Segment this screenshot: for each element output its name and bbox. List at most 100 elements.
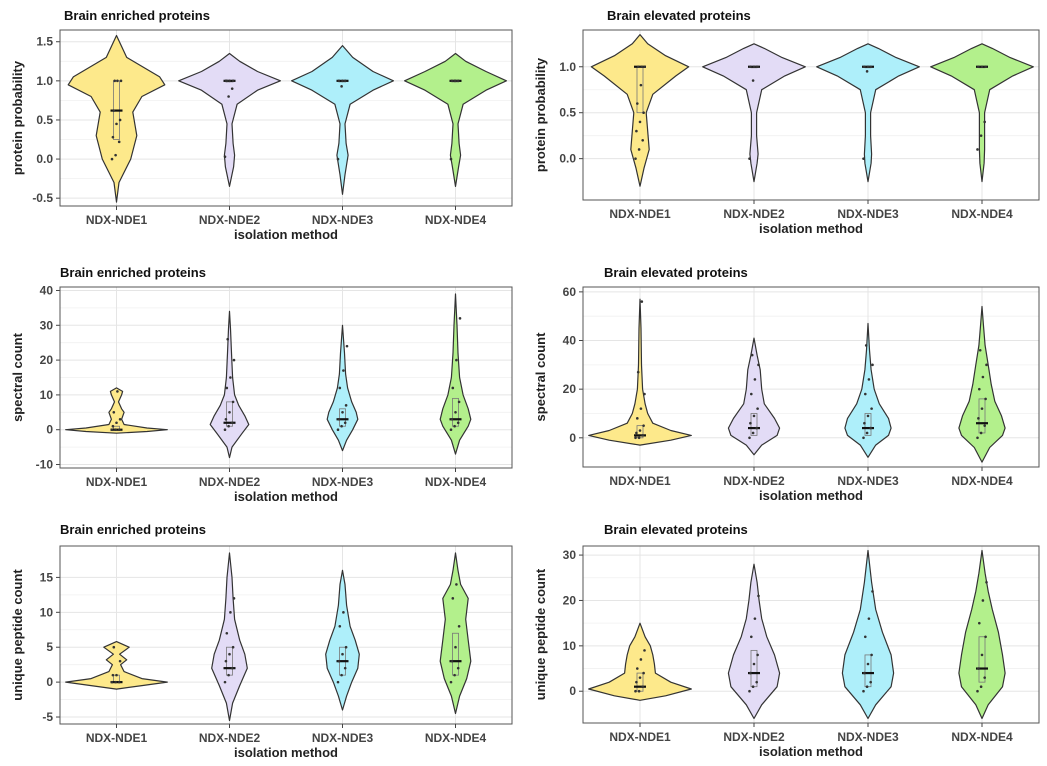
y-tick-label: -10 — [36, 458, 54, 472]
plot-border — [59, 545, 513, 725]
data-point — [345, 344, 349, 348]
data-point — [871, 363, 874, 367]
data-point — [336, 157, 340, 161]
violin-ndx-nde4 — [439, 293, 472, 455]
data-point — [863, 421, 866, 425]
data-point — [749, 671, 752, 675]
data-point — [456, 79, 460, 83]
data-point — [114, 680, 117, 684]
data-point — [643, 65, 646, 69]
y-axis-title: protein probability — [533, 57, 548, 172]
data-point — [117, 140, 121, 144]
data-point — [112, 411, 116, 414]
plot-border — [59, 29, 513, 207]
data-point — [748, 689, 751, 693]
data-point — [755, 426, 758, 430]
data-point — [862, 157, 865, 160]
x-tick-label: NDX-NDE3 — [837, 474, 899, 488]
y-tick-label: 15 — [40, 570, 54, 584]
data-point — [115, 122, 118, 126]
data-point — [230, 666, 234, 670]
data-point — [115, 673, 118, 677]
data-point — [342, 611, 345, 614]
data-point — [340, 424, 343, 428]
violin-ndx-nde4 — [958, 549, 1006, 720]
data-point — [755, 680, 758, 684]
x-tick-label: NDX-NDE3 — [312, 731, 374, 745]
data-point — [115, 421, 118, 425]
data-point — [117, 428, 121, 432]
data-point — [750, 353, 754, 357]
y-tick-label: 0.0 — [36, 152, 53, 166]
data-point — [642, 671, 645, 675]
data-point — [450, 659, 454, 663]
data-point — [753, 378, 757, 381]
data-point — [117, 680, 121, 684]
data-point — [977, 667, 980, 670]
data-point — [223, 155, 227, 159]
y-tick-label: 20 — [563, 593, 577, 607]
y-axis-title: protein probability — [10, 60, 25, 175]
y-axis-title: spectral count — [533, 332, 548, 422]
data-point — [757, 363, 760, 367]
y-tick-label: 1.0 — [36, 74, 53, 88]
data-point — [232, 597, 236, 600]
chart-title: Brain elevated proteins — [604, 265, 748, 280]
data-point — [344, 404, 348, 407]
y-axis-title: spectral count — [10, 332, 25, 422]
data-point — [344, 645, 348, 649]
data-point — [230, 87, 234, 90]
y-tick-label: 40 — [40, 283, 54, 297]
x-tick-label: NDX-NDE2 — [723, 730, 785, 744]
x-tick-label: NDX-NDE2 — [199, 475, 261, 489]
y-tick-label: 0.0 — [559, 152, 576, 166]
data-point — [976, 148, 979, 151]
chart-panel-4: Brain elevated proteins 0 20 40 60 NDX-NDE1 ND… — [533, 265, 1040, 503]
data-point — [231, 645, 235, 649]
data-point — [978, 621, 981, 625]
data-point — [869, 426, 872, 430]
data-point — [457, 400, 461, 404]
x-axis-title: isolation method — [759, 488, 863, 503]
data-point — [228, 79, 231, 83]
y-tick-label: -5 — [42, 710, 53, 724]
data-point — [228, 411, 231, 414]
x-tick-label: NDX-NDE4 — [425, 475, 487, 489]
x-tick-label: NDX-NDE1 — [609, 207, 671, 221]
violin-ndx-nde2 — [178, 52, 281, 187]
data-point — [977, 417, 980, 420]
violin-ndx-nde3 — [291, 45, 394, 195]
x-tick-label: NDX-NDE2 — [723, 207, 785, 221]
data-point — [449, 428, 453, 432]
violin-ndx-nde1 — [65, 641, 168, 690]
y-tick-label: 30 — [563, 548, 577, 562]
data-point — [453, 673, 456, 677]
plot-border — [582, 29, 1040, 201]
data-point — [865, 685, 869, 688]
data-point — [866, 65, 870, 69]
violin-ndx-nde2 — [211, 552, 248, 722]
data-point — [449, 680, 453, 684]
y-tick-label: 20 — [563, 382, 577, 396]
data-point — [640, 300, 644, 303]
data-point — [753, 617, 757, 620]
violin-ndx-nde4 — [958, 305, 1006, 463]
data-point — [337, 659, 341, 663]
data-point — [116, 79, 119, 83]
data-point — [223, 428, 227, 432]
x-tick-label: NDX-NDE1 — [86, 731, 148, 745]
chart-title: Brain enriched proteins — [60, 522, 206, 537]
y-tick-label: 10 — [40, 388, 54, 402]
data-point — [981, 599, 985, 602]
x-tick-label: NDX-NDE4 — [425, 731, 487, 745]
data-point — [636, 102, 639, 105]
data-point — [637, 148, 641, 151]
x-tick-label: NDX-NDE3 — [837, 730, 899, 744]
violin-ndx-nde3 — [816, 43, 920, 183]
data-point — [757, 594, 760, 598]
data-point — [865, 431, 869, 435]
data-point — [870, 653, 873, 657]
data-point — [756, 407, 759, 410]
violin-box — [978, 636, 986, 683]
data-point — [870, 407, 873, 410]
